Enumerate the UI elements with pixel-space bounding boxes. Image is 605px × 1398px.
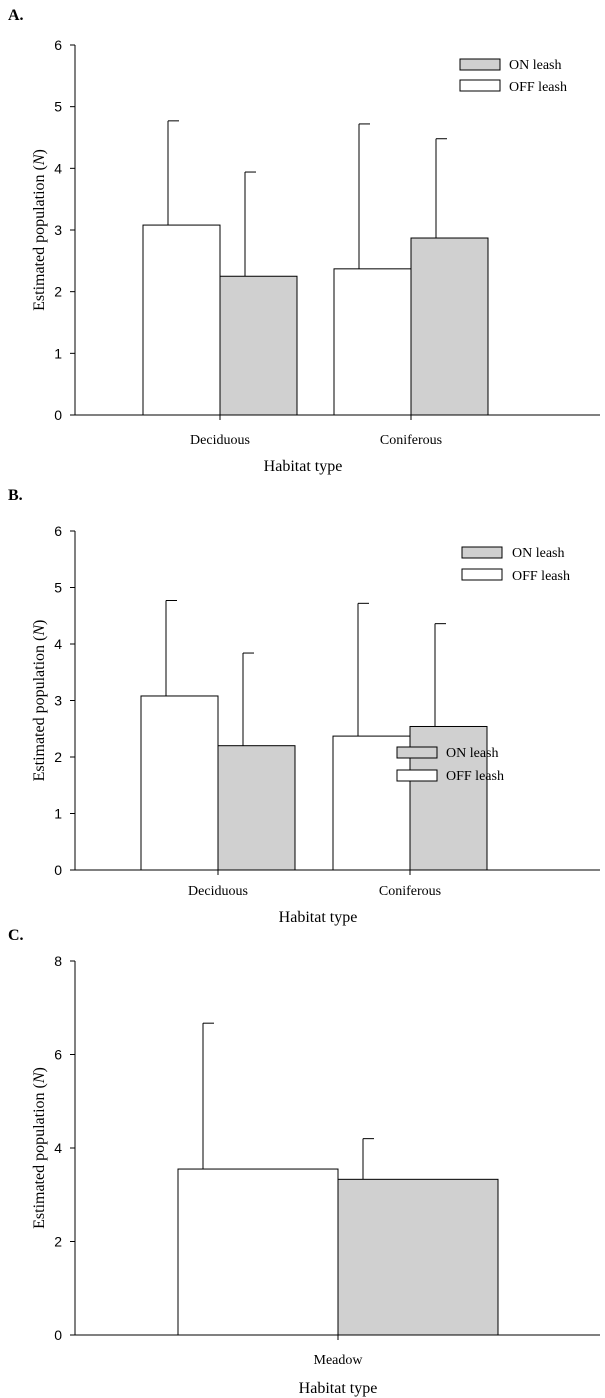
legend-label-off-leash: OFF leash [512,569,570,584]
y-axis-label-text: Estimated population ( [31,1083,48,1229]
legend: ON leash OFF leash [459,58,567,95]
chart-panel-2: B. 0 1 2 3 4 5 6 Deciduous Coniferous Habitat type… [8,487,600,926]
legend-label-on-leash: ON leash [512,546,565,561]
x-tick-label: Coniferous [379,884,441,899]
legend: ON leash OFF leash [461,546,570,584]
legend-label-on-leash: ON leash [446,746,499,761]
x-axis-label: Habitat type [279,909,358,926]
y-tick-label: 1 [54,345,62,361]
panel-label: B. [8,487,23,504]
y-tick-label: 2 [54,1234,62,1250]
y-tick-label: 6 [54,37,62,53]
y-axis-label-close: ) [31,149,48,154]
y-tick-label: 2 [54,749,62,765]
y-tick-label: 4 [54,160,62,176]
y-axis-label-italic: N [31,624,48,637]
y-axis-label-italic: N [31,153,48,166]
y-axis-label-italic: N [31,1071,48,1084]
legend-swatch-off-leash [459,79,501,92]
x-axis-label: Habitat type [299,1380,378,1397]
x-tick-label: Deciduous [190,433,250,448]
y-tick-label: 0 [54,1327,62,1343]
panel-label: A. [8,7,24,24]
y-tick-label: 0 [54,862,62,878]
y-tick-label: 5 [54,580,62,596]
y-axis-label-close: ) [31,1067,48,1072]
legend-swatch-on-leash [459,58,501,71]
y-tick-label: 5 [54,99,62,115]
chart-panel-1: A. 0 1 2 3 4 5 6 Deciduous Coniferous Habitat type… [8,7,600,475]
bar [177,1168,339,1336]
bar [142,224,221,416]
y-axis-label-text: Estimated population ( [31,165,48,311]
bar [217,745,296,871]
y-tick-label: 1 [54,806,62,822]
y-axis-label: Estimated population (N) [31,149,48,311]
bar [410,237,489,416]
legend-swatch-off-leash [396,769,438,782]
legend-label-off-leash: OFF leash [509,80,567,95]
legend: ON leash OFF leash [396,746,504,784]
y-tick-label: 6 [54,1047,62,1063]
x-tick-label: Coniferous [380,433,442,448]
y-tick-label: 4 [54,1140,62,1156]
bar [219,275,298,416]
y-axis-label: Estimated population (N) [31,620,48,782]
legend-label-off-leash: OFF leash [446,769,504,784]
y-tick-label: 3 [54,222,62,238]
bar [337,1178,499,1336]
legend-label-on-leash: ON leash [509,58,562,73]
x-axis-label: Habitat type [264,458,343,475]
legend-swatch-off-leash [461,568,503,581]
x-tick-label: Meadow [314,1353,364,1368]
legend-swatch-on-leash [461,546,503,559]
legend-swatch-on-leash [396,746,438,759]
y-tick-label: 3 [54,693,62,709]
bar [140,695,219,871]
x-tick-label: Deciduous [188,884,248,899]
y-axis-label-close: ) [31,620,48,625]
bar [333,268,412,416]
y-axis-label: Estimated population (N) [31,1067,48,1229]
chart-panel-3: C. 0 2 4 6 8 Meadow Habitat type Estimated popul… [8,746,600,1397]
y-axis-label-text: Estimated population ( [31,636,48,782]
y-tick-label: 4 [54,636,62,652]
y-tick-label: 2 [54,284,62,300]
panel-label: C. [8,927,24,944]
y-tick-label: 8 [54,953,62,969]
y-tick-label: 0 [54,407,62,423]
y-tick-label: 6 [54,523,62,539]
